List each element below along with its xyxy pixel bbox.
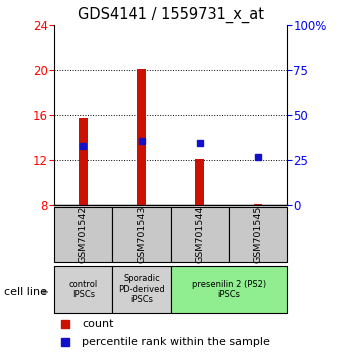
Text: Sporadic
PD-derived
iPSCs: Sporadic PD-derived iPSCs [118, 274, 165, 304]
Bar [79, 119, 88, 205]
Title: GDS4141 / 1559731_x_at: GDS4141 / 1559731_x_at [78, 7, 264, 23]
Text: count: count [82, 319, 114, 329]
Bar [253, 204, 262, 205]
Text: cell line: cell line [4, 287, 47, 297]
Bar [54, 266, 112, 313]
Text: GSM701542: GSM701542 [79, 206, 88, 263]
Bar [54, 207, 112, 262]
Bar [229, 207, 287, 262]
Text: presenilin 2 (PS2)
iPSCs: presenilin 2 (PS2) iPSCs [192, 280, 266, 299]
Bar [171, 266, 287, 313]
Text: GSM701545: GSM701545 [253, 206, 262, 263]
Bar [195, 159, 204, 205]
Bar [137, 69, 146, 205]
Text: percentile rank within the sample: percentile rank within the sample [82, 337, 270, 347]
Bar [112, 207, 171, 262]
Text: GSM701544: GSM701544 [195, 206, 204, 263]
Text: control
IPSCs: control IPSCs [69, 280, 98, 299]
Bar [112, 266, 171, 313]
Bar [171, 207, 229, 262]
Text: GSM701543: GSM701543 [137, 206, 146, 263]
